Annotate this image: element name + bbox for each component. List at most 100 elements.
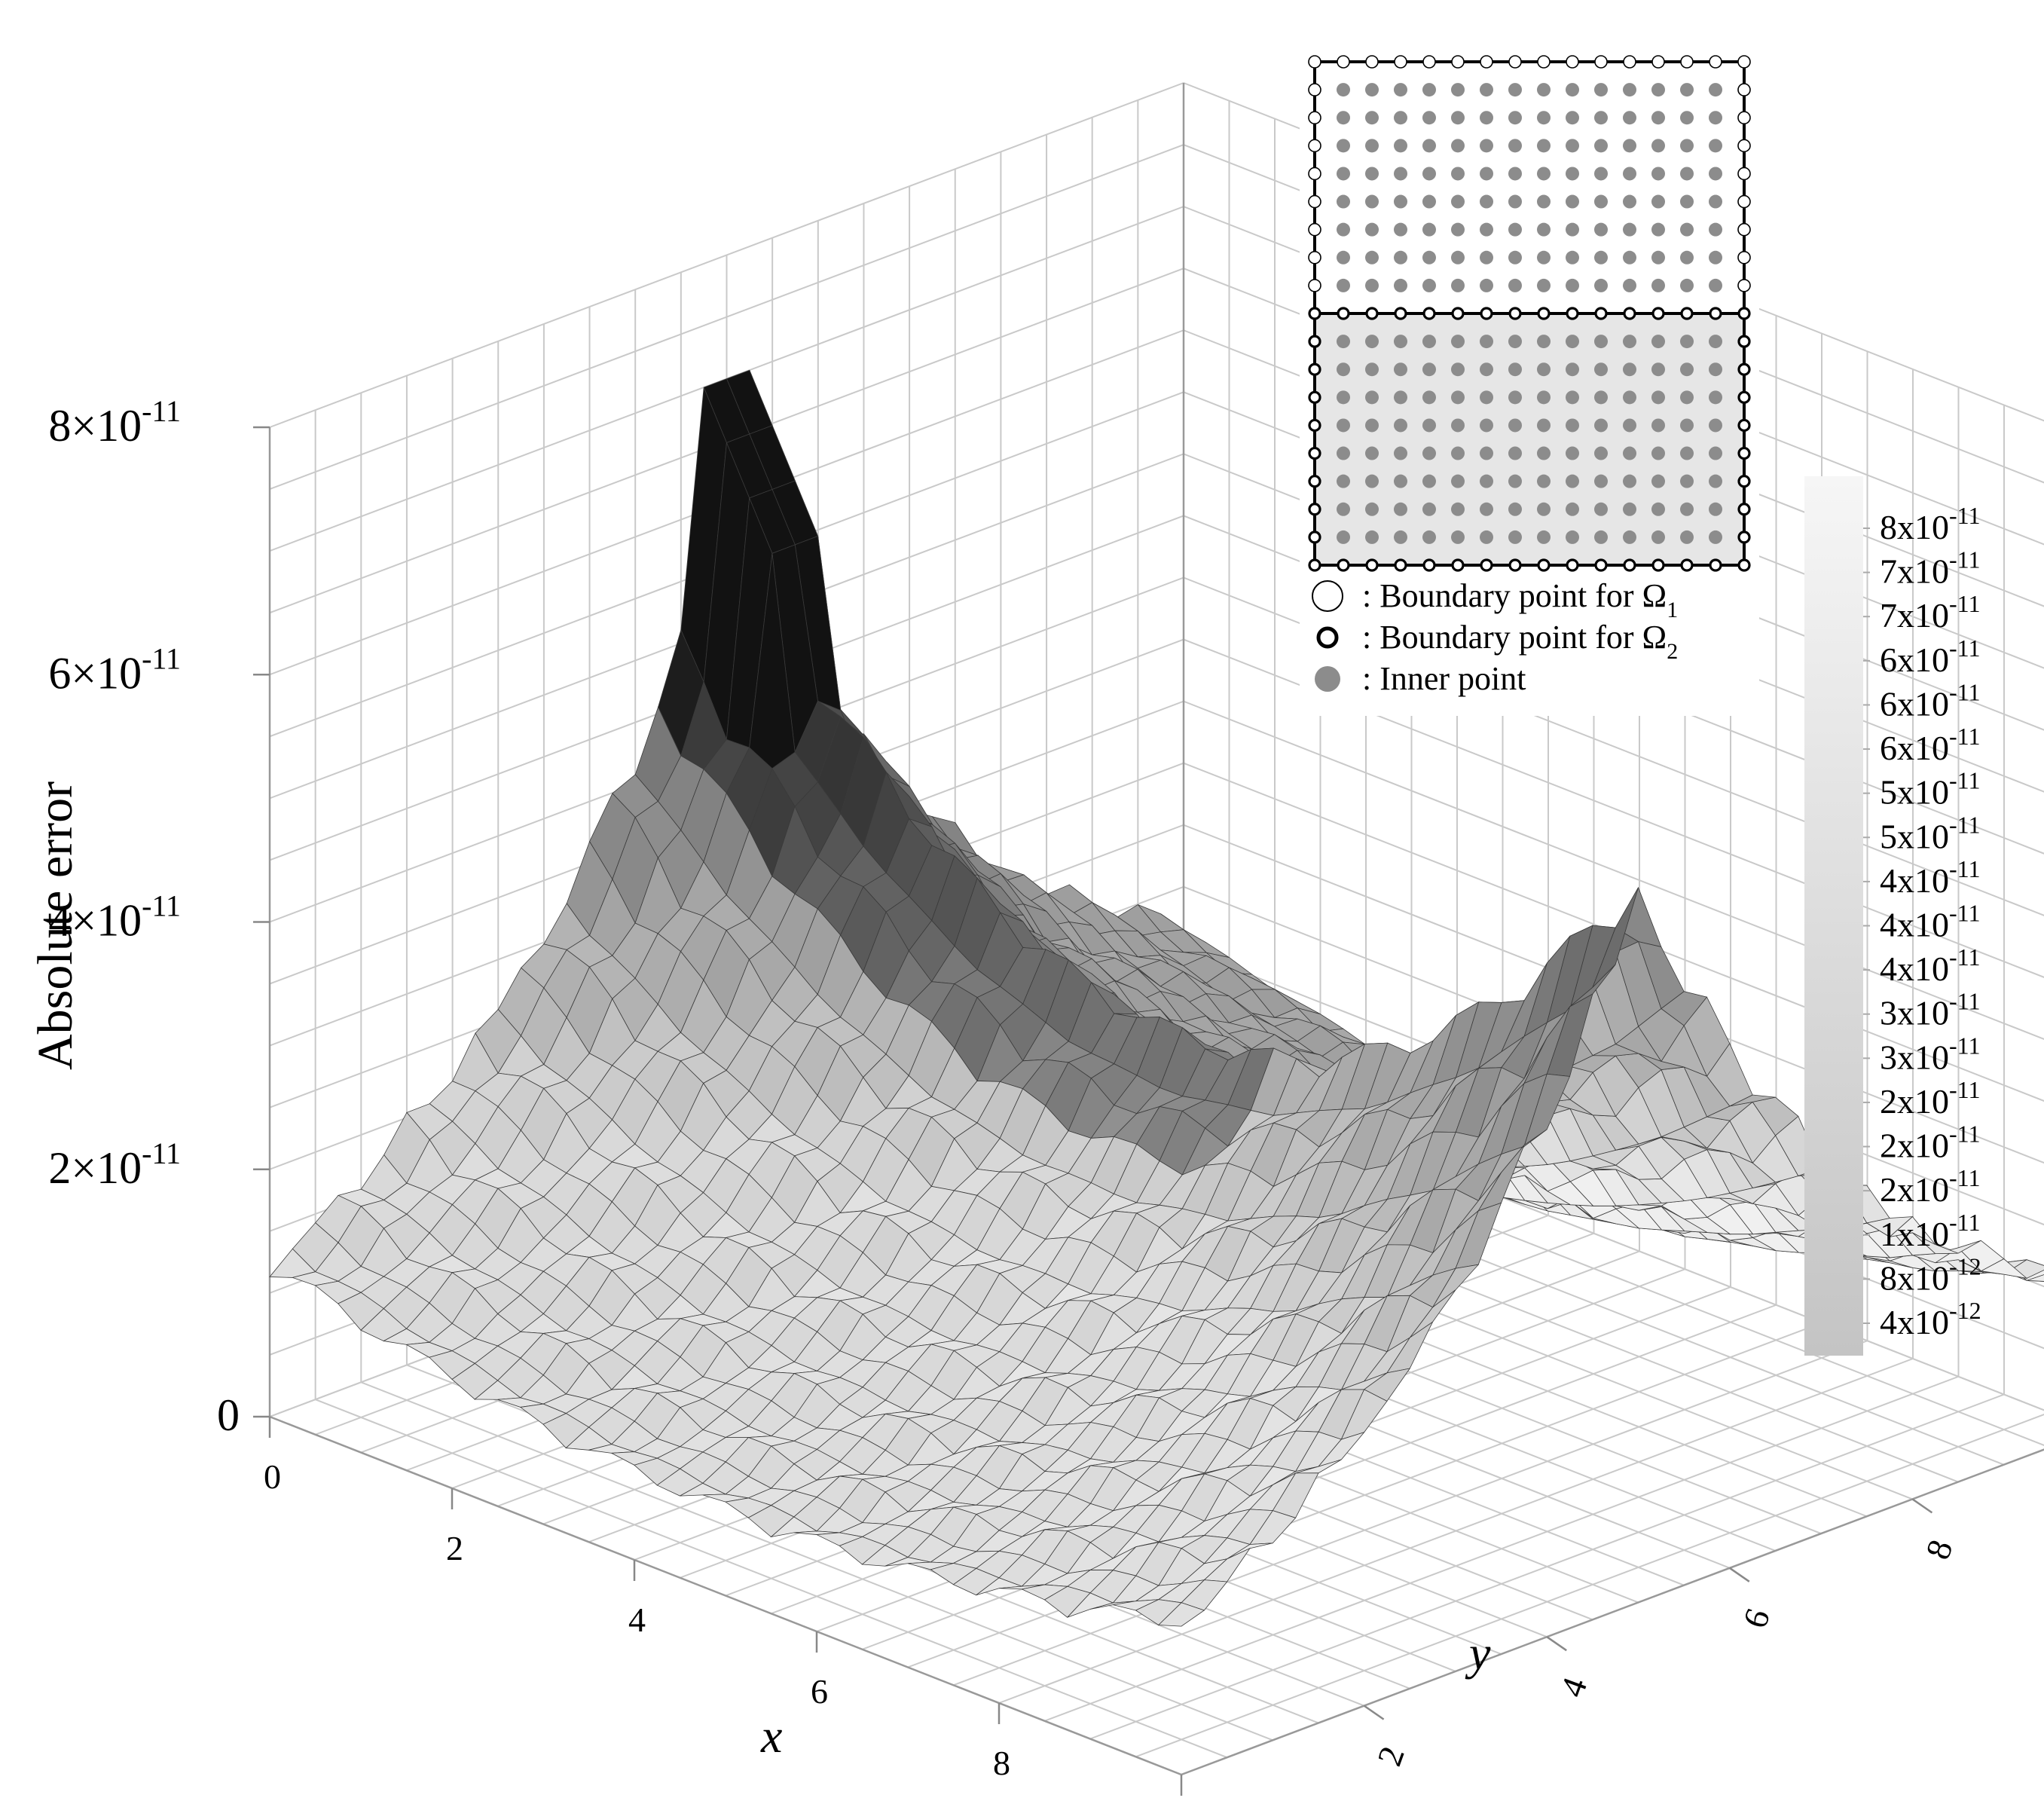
inner-point [1537, 278, 1551, 292]
omega2-boundary-point [1508, 558, 1522, 572]
inner-point [1480, 278, 1493, 292]
omega1-boundary-point [1308, 111, 1321, 125]
inner-point [1594, 530, 1608, 544]
inner-point [1394, 250, 1407, 264]
inner-point [1394, 502, 1407, 516]
inner-point [1594, 278, 1608, 292]
x-tick-label: 4 [628, 1601, 646, 1639]
inner-point [1451, 446, 1465, 460]
inner-point [1566, 474, 1579, 488]
omega2-boundary-point [1308, 531, 1321, 544]
inner-point [1422, 167, 1436, 181]
inner-point [1337, 530, 1350, 544]
inner-point [1508, 530, 1522, 544]
inner-point [1394, 530, 1407, 544]
inner-point [1508, 502, 1522, 516]
omega2-boundary-point [1308, 446, 1321, 460]
inner-point [1680, 139, 1694, 153]
inner-point [1651, 278, 1665, 292]
inner-point [1651, 111, 1665, 125]
inner-point [1566, 530, 1579, 544]
inner-point [1709, 111, 1722, 125]
inner-point [1422, 502, 1436, 516]
inner-point [1451, 530, 1465, 544]
y-axis-label: y [1465, 1626, 1491, 1680]
inner-point [1337, 167, 1350, 181]
inner-point [1680, 474, 1694, 488]
inner-point [1508, 474, 1522, 488]
grid-line [1183, 700, 2044, 1041]
omega2-boundary-point [1680, 558, 1694, 572]
inner-point [1709, 446, 1722, 460]
inner-point [1623, 390, 1636, 405]
inner-point [1680, 278, 1694, 292]
omega2-boundary-point [1594, 558, 1608, 572]
inner-point [1709, 139, 1722, 153]
omega2-boundary-point [1737, 418, 1751, 433]
inner-point [1451, 139, 1465, 153]
colorbar-tick-label: 2x10-11 [1880, 1076, 1980, 1121]
inner-point [1709, 167, 1722, 181]
omega2-boundary-point [1365, 558, 1379, 572]
inner-point [1394, 362, 1407, 377]
inner-point [1537, 502, 1551, 516]
inner-point [1508, 111, 1522, 125]
inner-point [1651, 530, 1665, 544]
inner-point [1709, 418, 1722, 433]
inner-point [1566, 194, 1579, 209]
omega2-boundary-point [1394, 307, 1407, 320]
inner-point [1394, 335, 1407, 349]
colorbar-tick-label: 5x10-11 [1880, 767, 1980, 812]
omega2-boundary-point [1508, 307, 1522, 320]
inner-point [1623, 222, 1636, 237]
inner-point [1680, 250, 1694, 264]
omega2-boundary-point [1566, 558, 1579, 572]
inner-point [1594, 167, 1608, 181]
grid-line [862, 1304, 1777, 1650]
inner-point [1651, 418, 1665, 433]
inner-point [1451, 390, 1465, 405]
inner-point [1508, 250, 1522, 264]
inner-point [1451, 335, 1465, 349]
omega1-boundary-point [1308, 194, 1321, 209]
colorbar-tick-label: 8x10-11 [1880, 502, 1980, 546]
inner-point [1422, 278, 1436, 292]
omega1-boundary-point [1737, 250, 1751, 264]
colorbar-tick-label: 7x10-11 [1880, 590, 1980, 634]
inner-point [1394, 167, 1407, 181]
inner-point [1480, 83, 1493, 97]
inner-point [1480, 139, 1493, 153]
inner-point [1508, 167, 1522, 181]
inner-point [1594, 446, 1608, 460]
colorbar-tick-label: 6x10-11 [1880, 634, 1980, 679]
inner-point [1508, 278, 1522, 292]
inner-point [1709, 390, 1722, 405]
inner-point [1651, 502, 1665, 516]
y-tick-mark [1729, 1567, 1750, 1582]
inner-point [1709, 502, 1722, 516]
inner-point [1623, 502, 1636, 516]
inner-point [1422, 418, 1436, 433]
inner-point [1566, 502, 1579, 516]
omega2-boundary-point [1451, 307, 1465, 320]
inner-point [1537, 194, 1551, 209]
inner-point [1365, 83, 1379, 97]
omega1-boundary-point [1594, 55, 1608, 69]
grid-line [1089, 1393, 2005, 1740]
omega2-boundary-point [1594, 307, 1608, 320]
inner-point [1709, 474, 1722, 488]
inner-point [1709, 83, 1722, 97]
inner-point [1537, 418, 1551, 433]
inner-point [1651, 139, 1665, 153]
x-axis-label: x [760, 1709, 782, 1763]
omega2-boundary-point [1394, 558, 1407, 572]
inner-point [1365, 418, 1379, 433]
inner-point [1480, 362, 1493, 377]
axis-edge [1181, 1448, 2044, 1776]
inner-point [1337, 194, 1350, 209]
omega2-boundary-point [1623, 307, 1636, 320]
omega1-boundary-point [1737, 222, 1751, 237]
inner-point [1594, 502, 1608, 516]
omega2-boundary-point [1737, 307, 1751, 320]
